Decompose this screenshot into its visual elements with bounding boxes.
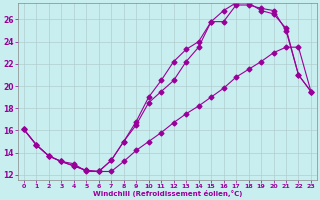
X-axis label: Windchill (Refroidissement éolien,°C): Windchill (Refroidissement éolien,°C)	[93, 190, 242, 197]
